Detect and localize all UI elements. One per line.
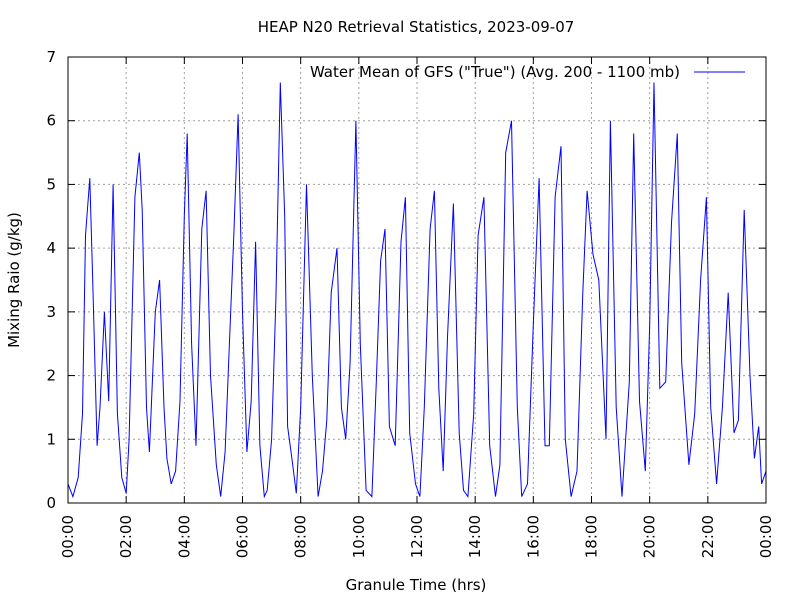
x-tick-label: 18:00 xyxy=(583,515,601,558)
x-tick-label: 04:00 xyxy=(175,515,193,558)
series-line-water-mean xyxy=(67,82,767,499)
y-axis-label: Mixing Raio (g/kg) xyxy=(5,212,23,348)
y-tick-label: 6 xyxy=(46,112,56,130)
y-tick-label: 0 xyxy=(46,494,56,512)
x-tick-label: 12:00 xyxy=(408,515,426,558)
x-tick-label: 20:00 xyxy=(641,515,659,558)
x-tick-label: 14:00 xyxy=(466,515,484,558)
x-axis-label: Granule Time (hrs) xyxy=(346,576,487,594)
grid xyxy=(68,57,766,503)
y-tick-label: 2 xyxy=(46,367,56,385)
x-tick-label: 22:00 xyxy=(699,515,717,558)
x-tick-label: 10:00 xyxy=(350,515,368,558)
x-tick-label: 00:00 xyxy=(757,515,775,558)
x-tick-label: 08:00 xyxy=(292,515,310,558)
x-tick-label: 06:00 xyxy=(234,515,252,558)
y-tick-label: 4 xyxy=(46,239,56,257)
legend: Water Mean of GFS ("True") (Avg. 200 - 1… xyxy=(310,63,745,81)
legend-label: Water Mean of GFS ("True") (Avg. 200 - 1… xyxy=(310,63,680,81)
x-tick-label: 16:00 xyxy=(524,515,542,558)
ticks: 0 1 2 3 4 5 6 7 00:00 02:00 04:00 06:00 08:00 10:00 12… xyxy=(46,48,775,558)
y-tick-label: 5 xyxy=(46,175,56,193)
x-tick-label: 00:00 xyxy=(59,515,77,558)
y-tick-label: 1 xyxy=(46,430,56,448)
y-tick-label: 7 xyxy=(46,48,56,66)
y-tick-label: 3 xyxy=(46,303,56,321)
chart-title: HEAP N20 Retrieval Statistics, 2023-09-0… xyxy=(258,18,575,36)
x-tick-label: 02:00 xyxy=(117,515,135,558)
